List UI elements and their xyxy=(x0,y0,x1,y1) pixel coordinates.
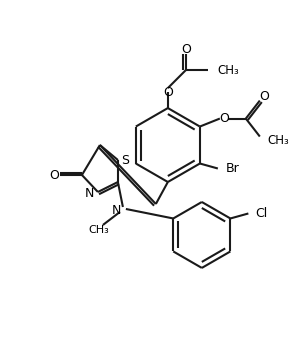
Text: N: N xyxy=(85,188,95,201)
Text: CH₃: CH₃ xyxy=(88,225,109,235)
Text: O: O xyxy=(163,86,173,99)
Text: O: O xyxy=(49,168,59,181)
Text: Cl: Cl xyxy=(255,207,268,220)
Text: N: N xyxy=(112,204,122,217)
Text: O: O xyxy=(181,42,191,55)
Text: O: O xyxy=(259,90,269,103)
Text: CH₃: CH₃ xyxy=(218,64,240,77)
Text: CH₃: CH₃ xyxy=(268,134,290,147)
Text: Br: Br xyxy=(226,162,240,175)
Text: O: O xyxy=(219,112,229,125)
Text: S: S xyxy=(121,153,129,167)
